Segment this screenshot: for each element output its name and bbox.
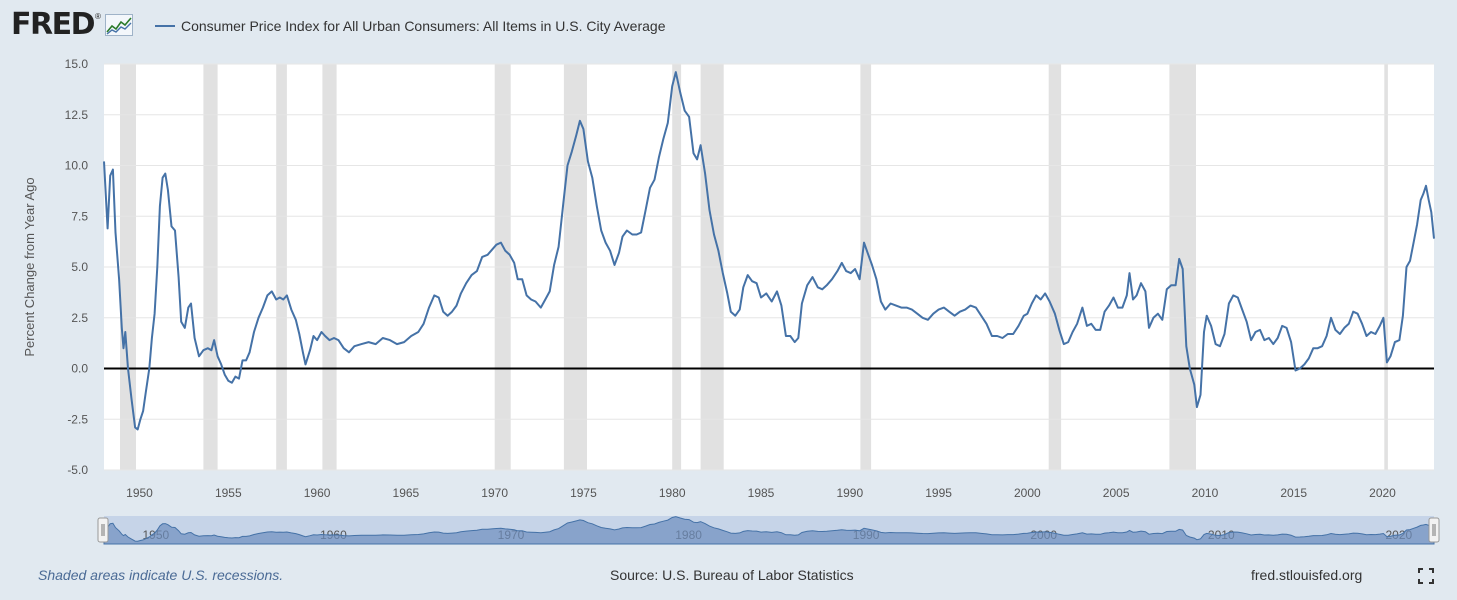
legend-line-swatch bbox=[155, 25, 175, 27]
x-tick-label: 1965 bbox=[393, 486, 420, 500]
fred-logo-text: FRED bbox=[11, 7, 96, 42]
x-tick-label: 2010 bbox=[1192, 486, 1219, 500]
fullscreen-button[interactable] bbox=[1417, 567, 1435, 585]
series-line bbox=[103, 71, 1435, 431]
x-axis-ticks: 1950 1955 1960 1965 1970 1975 1980 1985 1990 1995… bbox=[126, 486, 1396, 500]
x-tick-label: 2015 bbox=[1280, 486, 1307, 500]
range-navigator[interactable]: 19501960197019801990200020102020 bbox=[97, 516, 1440, 545]
x-tick-label: 2005 bbox=[1103, 486, 1130, 500]
fred-logo[interactable]: FRED ® bbox=[11, 8, 133, 42]
expand-icon bbox=[1418, 568, 1434, 584]
series-layer bbox=[103, 71, 1435, 431]
x-tick-label: 1960 bbox=[304, 486, 331, 500]
y-axis-ticks: 15.0 12.5 10.0 7.5 5.0 2.5 0.0 -2.5 -5.0 bbox=[65, 57, 89, 477]
legend-label: Consumer Price Index for All Urban Consu… bbox=[181, 18, 666, 34]
registered-mark: ® bbox=[95, 12, 101, 21]
y-tick-label: 7.5 bbox=[71, 209, 88, 223]
y-tick-label: 12.5 bbox=[65, 108, 89, 122]
source-note: Source: U.S. Bureau of Labor Statistics bbox=[610, 567, 854, 583]
y-axis-label: Percent Change from Year Ago bbox=[22, 177, 37, 356]
x-tick-label: 1995 bbox=[925, 486, 952, 500]
y-tick-label: 15.0 bbox=[65, 57, 89, 71]
x-tick-label: 1955 bbox=[215, 486, 242, 500]
recession-note: Shaded areas indicate U.S. recessions. bbox=[38, 567, 284, 583]
chart-header: FRED ® Consumer Price Index for All Urba… bbox=[0, 0, 1457, 56]
y-tick-label: 2.5 bbox=[71, 311, 88, 325]
x-tick-label: 1950 bbox=[126, 486, 153, 500]
x-tick-label: 1985 bbox=[748, 486, 775, 500]
y-tick-label: -5.0 bbox=[67, 463, 88, 477]
y-tick-label: -2.5 bbox=[67, 412, 88, 426]
site-link[interactable]: fred.stlouisfed.org bbox=[1251, 567, 1363, 583]
fred-chart-icon bbox=[104, 14, 133, 36]
navigator-series-area bbox=[103, 516, 1435, 545]
x-tick-label: 1970 bbox=[481, 486, 508, 500]
x-tick-label: 2020 bbox=[1369, 486, 1396, 500]
x-tick-label: 1975 bbox=[570, 486, 597, 500]
series-legend[interactable]: Consumer Price Index for All Urban Consu… bbox=[155, 18, 666, 34]
x-tick-label: 1990 bbox=[836, 486, 863, 500]
navigator-left-handle[interactable] bbox=[97, 517, 109, 543]
y-tick-label: 5.0 bbox=[71, 260, 88, 274]
x-tick-label: 2000 bbox=[1014, 486, 1041, 500]
x-tick-label: 1980 bbox=[659, 486, 686, 500]
y-tick-label: 10.0 bbox=[65, 159, 89, 173]
y-tick-label: 0.0 bbox=[71, 362, 88, 376]
navigator-right-handle[interactable] bbox=[1428, 517, 1440, 543]
grid-lines bbox=[104, 63, 1434, 471]
